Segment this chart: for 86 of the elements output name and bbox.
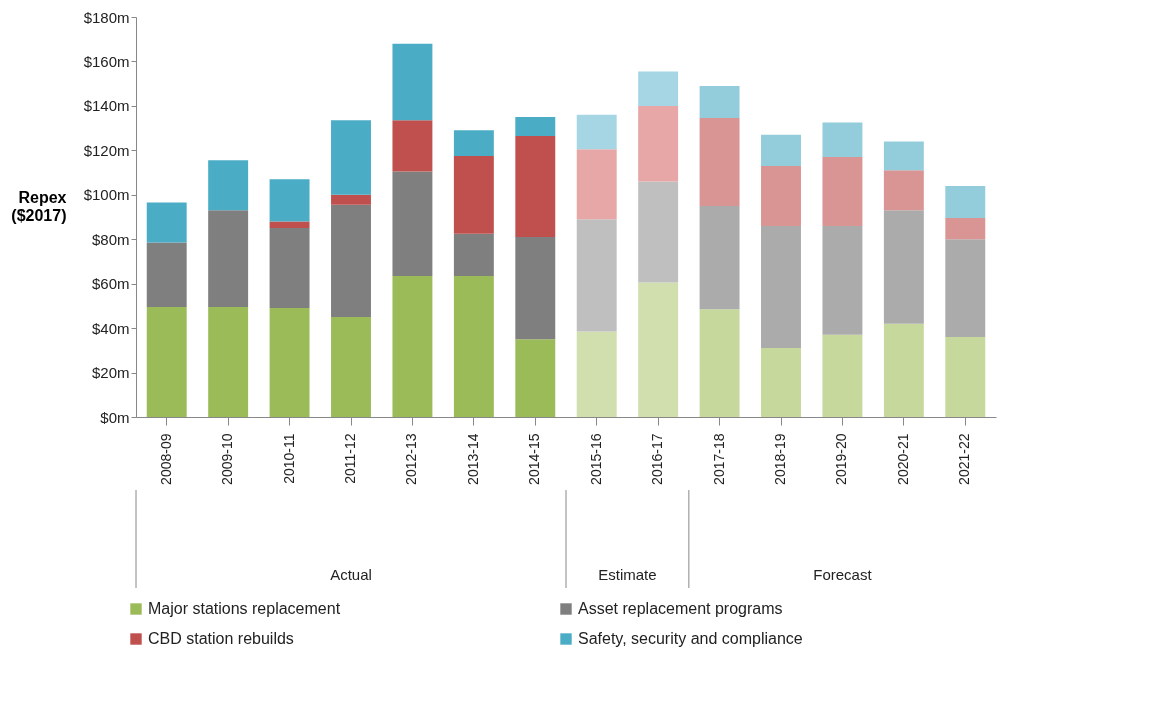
- bar: [146, 202, 187, 243]
- bar: [576, 149, 617, 220]
- bar: [638, 105, 679, 182]
- bar: [822, 122, 863, 157]
- x-tick-label: 2014-15: [526, 433, 543, 485]
- y-tick-label: $140m: [83, 97, 130, 115]
- legend-label: Safety, security and compliance: [578, 630, 803, 647]
- bar: [331, 317, 371, 417]
- x-tick-label: 2019-20: [833, 433, 850, 485]
- text: Actual: [330, 566, 372, 583]
- x-tick-label: 2015-16: [587, 433, 604, 485]
- bar: [638, 181, 679, 283]
- bar: [576, 219, 617, 332]
- bar: [392, 120, 433, 172]
- bar: [146, 307, 187, 417]
- y-tick-label: $80m: [91, 230, 130, 248]
- bar: [576, 114, 617, 150]
- bar: [392, 43, 433, 121]
- bar: [699, 85, 740, 119]
- y-tick-label: $40m: [91, 319, 130, 337]
- bar: [761, 165, 801, 226]
- bar: [453, 130, 494, 156]
- bar: [331, 120, 371, 195]
- bar: [883, 323, 924, 417]
- legend-label: Major stations replacement: [148, 600, 341, 617]
- x-tick-label: 2013-14: [464, 433, 481, 485]
- bar: [392, 171, 433, 276]
- bar: [453, 155, 494, 234]
- bar: [453, 275, 494, 417]
- bar: [515, 117, 556, 136]
- bar: [269, 179, 310, 222]
- x-tick-label: 2012-13: [403, 433, 420, 485]
- bar: [761, 134, 801, 166]
- y-tick-label: $0m: [100, 408, 130, 426]
- bar: [331, 194, 371, 205]
- bar: [822, 157, 863, 226]
- bar: [208, 210, 249, 307]
- bar: [883, 170, 924, 211]
- bar: [761, 225, 801, 349]
- legend-label: Asset replacement programs: [578, 600, 783, 617]
- bar: [699, 205, 740, 310]
- y-tick-label: $60m: [91, 275, 130, 293]
- bar: [269, 228, 310, 309]
- x-tick-label: 2008-09: [157, 433, 174, 485]
- bar: [822, 225, 863, 335]
- bar: [945, 239, 986, 337]
- text: Forecast: [813, 566, 873, 583]
- bar: [699, 118, 740, 206]
- bar: [638, 71, 679, 106]
- y-axis-title: Repex ($2017): [11, 188, 67, 224]
- bar: [146, 242, 187, 307]
- legend-label: CBD station rebuilds: [148, 630, 294, 647]
- bar: [515, 339, 556, 417]
- y-tick-label: $180m: [83, 8, 130, 26]
- x-tick-label: 2021-22: [956, 433, 973, 485]
- bar: [515, 237, 556, 340]
- x-tick-label: 2009-10: [219, 433, 236, 485]
- bar: [392, 275, 433, 417]
- bar: [945, 337, 986, 417]
- bar: [822, 334, 863, 417]
- bar: [883, 141, 924, 171]
- y-tick-label: $160m: [83, 52, 130, 70]
- bar: [883, 210, 924, 324]
- bar: [208, 160, 249, 211]
- x-tick-label: 2017-18: [710, 433, 727, 485]
- bar: [453, 233, 494, 276]
- x-tick-label: 2018-19: [772, 433, 788, 485]
- x-tick-label: 2016-17: [649, 433, 666, 485]
- bar: [576, 331, 617, 417]
- y-tick-label: $20m: [91, 364, 130, 382]
- y-tick-label: $100m: [83, 186, 130, 204]
- bar: [945, 218, 986, 240]
- bar: [945, 185, 986, 219]
- text: Estimate: [598, 566, 657, 583]
- bar: [269, 308, 310, 417]
- x-tick-label: 2011-12: [342, 433, 358, 484]
- bar: [269, 221, 310, 229]
- x-tick-label: 2010-11: [280, 433, 297, 484]
- bar: [699, 309, 740, 417]
- bar: [331, 204, 371, 317]
- x-tick-label: 2020-21: [894, 433, 911, 485]
- y-tick-label: $120m: [83, 141, 130, 159]
- bar: [761, 348, 801, 417]
- bar: [515, 135, 556, 237]
- bar: [638, 282, 679, 417]
- bar: [208, 307, 249, 417]
